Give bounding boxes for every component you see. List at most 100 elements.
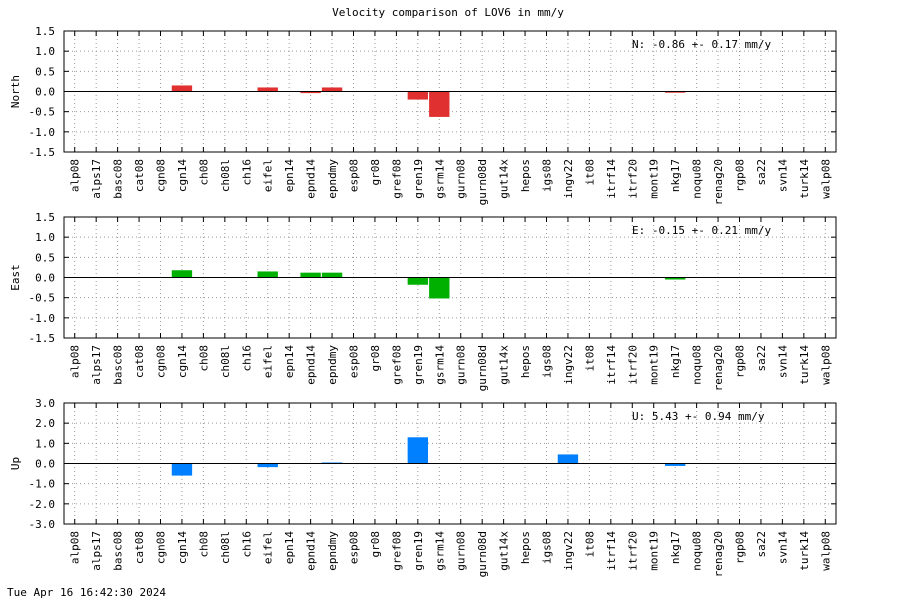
x-tick-label: gr08 — [369, 159, 382, 186]
x-tick-label: noqu08 — [691, 159, 704, 199]
x-tick-label: renag20 — [712, 345, 725, 391]
x-tick-label: eifel — [262, 531, 275, 564]
x-tick-label: gut14x — [498, 345, 511, 385]
x-tick-label: renag20 — [712, 159, 725, 205]
x-tick-label: gut14x — [498, 159, 511, 199]
bar-epnd14 — [300, 91, 321, 94]
x-tick-label: svn14 — [776, 345, 789, 378]
x-tick-label: gsrm14 — [433, 159, 446, 199]
bar-gren19 — [407, 277, 429, 285]
bar-cgn14 — [171, 85, 193, 92]
x-tick-label: gsrm14 — [433, 531, 446, 571]
plot-frame — [63, 30, 837, 153]
x-tick-label: itrf14 — [605, 531, 618, 571]
x-tick-label: ch08l — [219, 159, 232, 192]
x-tick-label: nkg17 — [669, 345, 682, 378]
bar-cgn14 — [171, 270, 193, 278]
x-tick-label: ch08l — [219, 531, 232, 564]
x-tick-label: ch16 — [240, 531, 253, 558]
x-tick-label: walp08 — [819, 345, 832, 385]
bar-gsrm14 — [429, 277, 450, 299]
x-tick-label: turk14 — [798, 159, 811, 199]
x-tick-label: sa22 — [755, 531, 768, 558]
x-tick-label: gref08 — [390, 159, 403, 199]
x-tick-label: alp08 — [69, 531, 82, 564]
x-tick-label: gurn08 — [455, 345, 468, 385]
x-tick-label: epndmy — [326, 345, 339, 385]
panel-east: -1.5 -1.0 -0.5 0.0 0.5 1.0 1.5 alp08 alps17 basc0… — [9, 211, 837, 391]
bar-cgn14 — [171, 463, 193, 476]
x-tick-label: rgp08 — [734, 531, 747, 564]
bar-gren19 — [407, 437, 429, 464]
x-tick-label: esp08 — [348, 531, 361, 564]
x-tick-label: gref08 — [390, 531, 403, 571]
x-tick-label: eifel — [262, 345, 275, 378]
x-tick-label: hepos — [519, 159, 532, 192]
y-axis-label: Up — [9, 457, 22, 470]
x-tick-label: cat08 — [133, 531, 146, 564]
x-tick-label: itrf20 — [626, 531, 639, 571]
x-tick-label: alps17 — [90, 531, 103, 571]
stat-annotation: U: 5.43 +- 0.94 mm/y — [632, 410, 765, 423]
x-tick-label: cgn14 — [176, 345, 189, 378]
bar-epndmy — [321, 462, 343, 464]
x-tick-label: ingv22 — [562, 159, 575, 199]
x-tick-label: cat08 — [133, 159, 146, 192]
bar-nkg17 — [664, 463, 686, 466]
x-tick-label: ch16 — [240, 159, 253, 186]
y-tick-label: 0.0 — [35, 458, 55, 471]
x-tick-label: nkg17 — [669, 531, 682, 564]
y-tick-label: -1.0 — [29, 126, 56, 139]
x-tick-label: epndmy — [326, 531, 339, 571]
x-tick-label: ch16 — [240, 345, 253, 372]
panel-up: -3.0 -2.0 -1.0 0.0 1.0 2.0 3.0 alp08 alps17 basc0… — [9, 397, 837, 577]
x-tick-label: mont19 — [648, 345, 661, 385]
x-tick-label: epn14 — [283, 531, 296, 564]
x-tick-label: it08 — [583, 345, 596, 372]
x-tick-label: renag20 — [712, 531, 725, 577]
y-tick-label: 0.0 — [35, 86, 55, 99]
x-tick-label: igs08 — [541, 531, 554, 564]
x-tick-label: it08 — [583, 159, 596, 186]
x-tick-label: gurn08 — [455, 159, 468, 199]
x-tick-label: basc08 — [112, 159, 125, 199]
panel-north: -1.5 -1.0 -0.5 0.0 0.5 1.0 1.5 alp08 alps17 basc0… — [9, 25, 837, 205]
x-tick-label: gref08 — [390, 345, 403, 385]
x-tick-label: gurn08 — [455, 531, 468, 571]
x-tick-label: esp08 — [348, 345, 361, 378]
x-tick-label: itrf14 — [605, 345, 618, 385]
y-tick-label: 3.0 — [35, 397, 55, 410]
chart-panels: -1.5 -1.0 -0.5 0.0 0.5 1.0 1.5 alp08 alps17 basc0… — [9, 25, 837, 577]
y-tick-label: 2.0 — [35, 417, 55, 430]
y-tick-label: 0.5 — [35, 251, 55, 264]
y-tick-label: 1.0 — [35, 437, 55, 450]
x-tick-label: sa22 — [755, 159, 768, 186]
bar-eifel — [257, 271, 278, 278]
bar-nkg17 — [664, 277, 686, 280]
bar-gren19 — [407, 91, 429, 100]
x-tick-label: mont19 — [648, 531, 661, 571]
bar-eifel — [257, 463, 278, 468]
x-tick-label: esp08 — [348, 159, 361, 192]
x-tick-label: eifel — [262, 159, 275, 192]
y-tick-label: 1.5 — [35, 211, 55, 224]
x-tick-label: rgp08 — [734, 345, 747, 378]
x-tick-label: gr08 — [369, 345, 382, 372]
x-tick-label: svn14 — [776, 159, 789, 192]
x-tick-label: igs08 — [541, 345, 554, 378]
y-tick-label: -1.5 — [29, 146, 56, 159]
plot-frame — [63, 216, 837, 339]
y-tick-label: 1.0 — [35, 45, 55, 58]
x-tick-label: cgn08 — [155, 531, 168, 564]
bar-eifel — [257, 87, 278, 92]
y-tick-label: 1.5 — [35, 25, 55, 38]
y-tick-label: -0.5 — [29, 106, 56, 119]
x-tick-label: alp08 — [69, 159, 82, 192]
x-tick-label: gren19 — [412, 159, 425, 199]
x-tick-label: noqu08 — [691, 345, 704, 385]
bar-epndmy — [321, 87, 343, 92]
x-tick-label: cgn08 — [155, 345, 168, 378]
x-tick-label: gurn08d — [476, 345, 489, 391]
y-tick-label: -0.5 — [29, 292, 56, 305]
